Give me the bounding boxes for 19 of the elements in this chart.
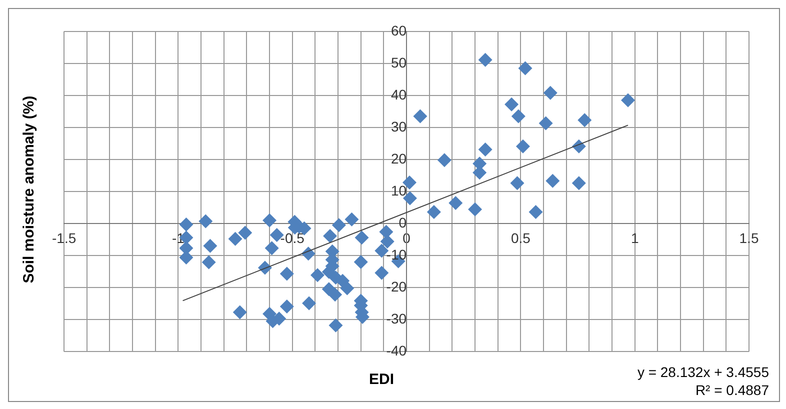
y-tick-label: 20	[390, 150, 407, 166]
y-tick-label: 50	[390, 54, 407, 70]
text: y = 28.132x + 3.4555	[637, 363, 769, 381]
x-axis-title: EDI	[369, 371, 394, 388]
y-tick-label: 10	[390, 182, 407, 198]
y-tick-label: 30	[390, 118, 407, 134]
text: R² = 0.4887	[694, 381, 769, 399]
x-tick-label: -1.5	[52, 230, 76, 246]
y-tick-label: -30	[386, 310, 407, 326]
y-tick-label: -20	[386, 278, 407, 294]
x-tick-label: 1.5	[739, 230, 759, 246]
x-tick-label: -0.5	[280, 230, 305, 246]
y-tick-label: -40	[386, 342, 407, 358]
y-tick-label: 40	[390, 86, 407, 102]
y-axis-title: Soil moisture anomaly (%)	[20, 95, 38, 283]
y-tick-label: -10	[386, 246, 407, 262]
x-tick-label: 0.5	[510, 230, 531, 246]
y-tick-label: 60	[390, 22, 407, 38]
x-tick-label: 1	[630, 230, 639, 246]
